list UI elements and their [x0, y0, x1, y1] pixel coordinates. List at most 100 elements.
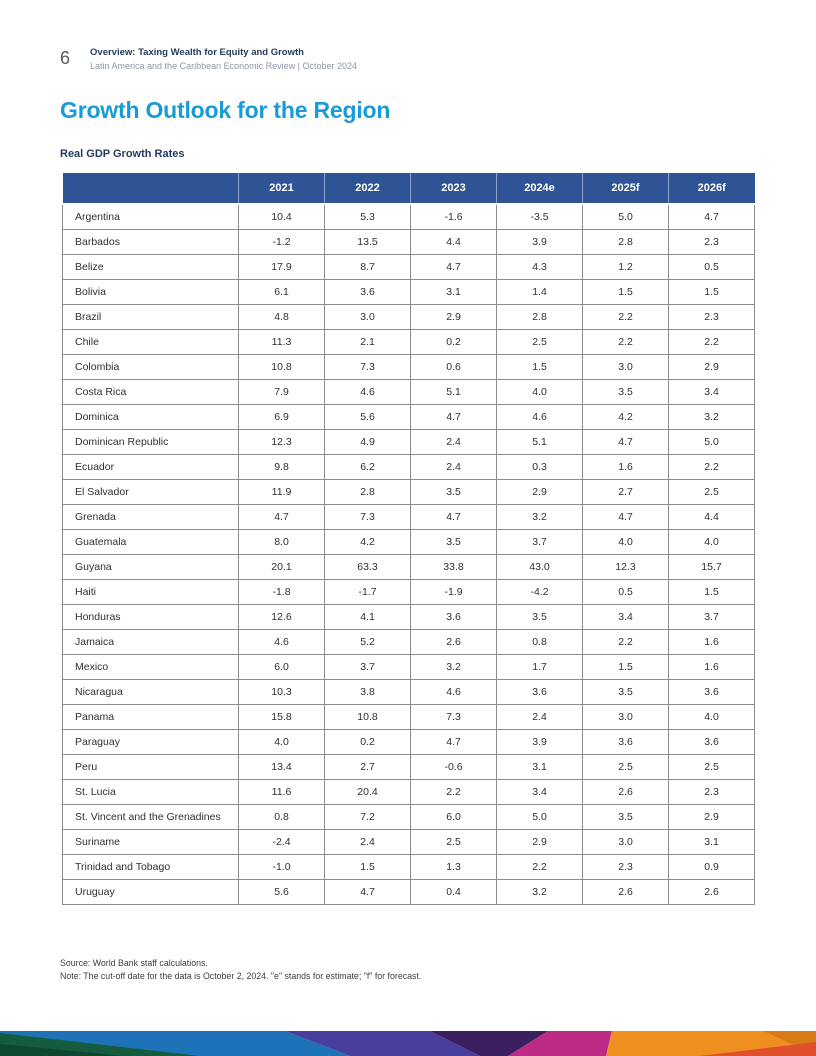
country-cell: Mexico — [62, 653, 239, 680]
value-cell: -1.9 — [410, 578, 497, 605]
running-head-title: Overview: Taxing Wealth for Equity and G… — [90, 47, 304, 58]
country-cell: Panama — [62, 703, 239, 730]
year-column-header: 2025f — [582, 173, 669, 205]
table-row: El Salvador 11.9 2.8 3.5 2.9 2.7 2.5 — [62, 478, 755, 505]
value-cell: 4.7 — [582, 503, 669, 530]
value-cell: 2.9 — [496, 478, 583, 505]
country-cell: Haiti — [62, 578, 239, 605]
country-cell: Suriname — [62, 828, 239, 855]
table-caption: Real GDP Growth Rates — [60, 148, 185, 160]
value-cell: 1.5 — [582, 278, 669, 305]
year-column-header: 2024e — [496, 173, 583, 205]
value-cell: 3.6 — [496, 678, 583, 705]
value-cell: 4.0 — [668, 703, 755, 730]
table-row: Bolivia 6.1 3.6 3.1 1.4 1.5 1.5 — [62, 278, 755, 305]
value-cell: 0.8 — [496, 628, 583, 655]
value-cell: 7.2 — [324, 803, 411, 830]
table-row: Brazil 4.8 3.0 2.9 2.8 2.2 2.3 — [62, 303, 755, 330]
value-cell: 4.1 — [324, 603, 411, 630]
value-cell: -4.2 — [496, 578, 583, 605]
value-cell: 0.5 — [582, 578, 669, 605]
value-cell: 4.7 — [582, 428, 669, 455]
table-body: Argentina 10.4 5.3 -1.6 -3.5 5.0 4.7 Barbados -1… — [62, 203, 755, 905]
value-cell: 0.9 — [668, 853, 755, 880]
value-cell: 1.6 — [668, 628, 755, 655]
value-cell: -1.6 — [410, 203, 497, 230]
value-cell: 3.9 — [496, 228, 583, 255]
value-cell: 2.9 — [496, 828, 583, 855]
value-cell: 1.5 — [582, 653, 669, 680]
value-cell: 43.0 — [496, 553, 583, 580]
table-row: Peru 13.4 2.7 -0.6 3.1 2.5 2.5 — [62, 753, 755, 780]
country-cell: Argentina — [62, 203, 239, 230]
country-cell: Grenada — [62, 503, 239, 530]
value-cell: 3.7 — [668, 603, 755, 630]
value-cell: 3.6 — [668, 728, 755, 755]
table-row: Argentina 10.4 5.3 -1.6 -3.5 5.0 4.7 — [62, 203, 755, 230]
value-cell: 3.4 — [496, 778, 583, 805]
value-cell: 4.3 — [496, 253, 583, 280]
country-cell: El Salvador — [62, 478, 239, 505]
value-cell: 4.6 — [496, 403, 583, 430]
country-cell: Guyana — [62, 553, 239, 580]
value-cell: 11.6 — [238, 778, 325, 805]
running-head: Overview: Taxing Wealth for Equity and G… — [90, 47, 357, 72]
value-cell: 2.2 — [668, 453, 755, 480]
table-row: St. Lucia 11.6 20.4 2.2 3.4 2.6 2.3 — [62, 778, 755, 805]
value-cell: 3.5 — [582, 678, 669, 705]
value-cell: 2.3 — [668, 228, 755, 255]
table-row: Guatemala 8.0 4.2 3.5 3.7 4.0 4.0 — [62, 528, 755, 555]
country-cell: St. Lucia — [62, 778, 239, 805]
value-cell: 2.1 — [324, 328, 411, 355]
value-cell: 3.6 — [410, 603, 497, 630]
value-cell: 4.0 — [238, 728, 325, 755]
value-cell: -1.8 — [238, 578, 325, 605]
table-row: Costa Rica 7.9 4.6 5.1 4.0 3.5 3.4 — [62, 378, 755, 405]
value-cell: 4.9 — [324, 428, 411, 455]
value-cell: 2.8 — [582, 228, 669, 255]
value-cell: 4.0 — [668, 528, 755, 555]
value-cell: 7.3 — [324, 503, 411, 530]
value-cell: 4.7 — [410, 253, 497, 280]
value-cell: 12.3 — [238, 428, 325, 455]
value-cell: -3.5 — [496, 203, 583, 230]
table-row: Uruguay 5.6 4.7 0.4 3.2 2.6 2.6 — [62, 878, 755, 905]
value-cell: 7.3 — [410, 703, 497, 730]
value-cell: 3.1 — [410, 278, 497, 305]
country-cell: Barbados — [62, 228, 239, 255]
cutoff-note: Note: The cut-off date for the data is O… — [60, 971, 422, 982]
value-cell: 3.2 — [668, 403, 755, 430]
value-cell: 17.9 — [238, 253, 325, 280]
value-cell: 6.0 — [410, 803, 497, 830]
value-cell: 4.2 — [582, 403, 669, 430]
country-cell: Belize — [62, 253, 239, 280]
value-cell: 5.6 — [238, 878, 325, 905]
table-row: Nicaragua 10.3 3.8 4.6 3.6 3.5 3.6 — [62, 678, 755, 705]
value-cell: 3.9 — [496, 728, 583, 755]
value-cell: 2.7 — [582, 478, 669, 505]
page-header: 6 Overview: Taxing Wealth for Equity and… — [60, 47, 357, 72]
value-cell: 2.2 — [668, 328, 755, 355]
value-cell: 0.5 — [668, 253, 755, 280]
value-cell: 6.2 — [324, 453, 411, 480]
value-cell: 4.4 — [668, 503, 755, 530]
value-cell: 2.9 — [410, 303, 497, 330]
value-cell: 4.6 — [324, 378, 411, 405]
value-cell: 0.2 — [324, 728, 411, 755]
value-cell: 9.8 — [238, 453, 325, 480]
value-cell: -2.4 — [238, 828, 325, 855]
value-cell: 10.4 — [238, 203, 325, 230]
value-cell: -1.2 — [238, 228, 325, 255]
value-cell: 3.8 — [324, 678, 411, 705]
value-cell: 0.2 — [410, 328, 497, 355]
value-cell: 5.0 — [668, 428, 755, 455]
value-cell: 1.5 — [496, 353, 583, 380]
table-row: Panama 15.8 10.8 7.3 2.4 3.0 4.0 — [62, 703, 755, 730]
value-cell: 3.0 — [582, 828, 669, 855]
value-cell: 5.3 — [324, 203, 411, 230]
value-cell: 3.0 — [582, 703, 669, 730]
value-cell: 3.4 — [668, 378, 755, 405]
page-number: 6 — [60, 48, 71, 68]
country-cell: Colombia — [62, 353, 239, 380]
